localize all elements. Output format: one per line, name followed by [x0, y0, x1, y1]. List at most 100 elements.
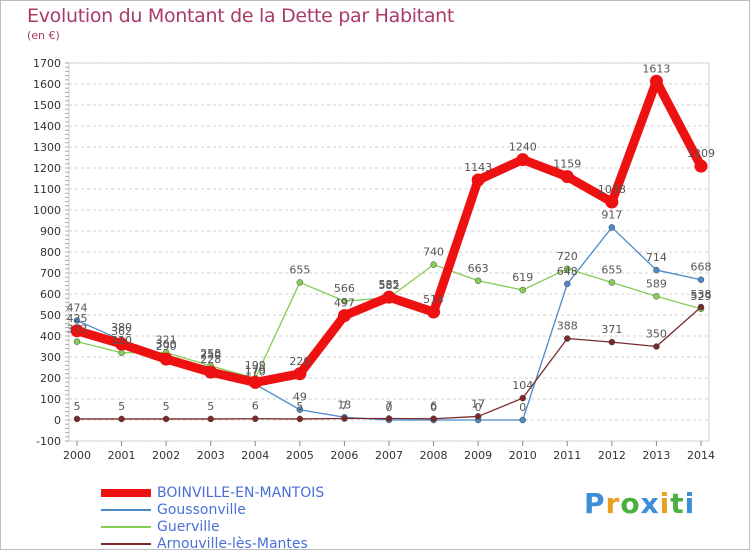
data-label: 199 [245, 359, 266, 372]
data-point [293, 367, 307, 381]
data-label: 7 [341, 400, 348, 413]
y-tick-label: 1000 [33, 204, 61, 217]
data-point [162, 415, 170, 423]
legend-swatch [101, 509, 151, 511]
legend-swatch [101, 543, 151, 545]
y-tick-label: 1200 [33, 162, 61, 175]
data-label: 585 [379, 278, 400, 291]
data-point [653, 266, 660, 274]
y-tick-label: 1500 [33, 99, 61, 112]
data-label: 514 [423, 293, 444, 306]
data-point [474, 413, 482, 420]
data-point [341, 297, 348, 305]
data-label: 425 [67, 312, 88, 325]
data-label: 6 [430, 400, 437, 413]
x-tick-label: 2005 [286, 449, 314, 462]
data-label: 104 [512, 379, 533, 392]
data-point [697, 303, 705, 311]
x-tick-label: 2013 [642, 449, 670, 462]
data-point [519, 394, 526, 402]
data-point [118, 349, 125, 357]
y-tick-label: 100 [40, 393, 61, 406]
data-label: 5 [118, 400, 125, 413]
logo-letter: i [659, 487, 671, 520]
data-point [430, 415, 437, 422]
data-point [73, 415, 81, 423]
data-point [564, 335, 571, 342]
legend-item: Goussonville [101, 502, 401, 519]
data-point [471, 173, 485, 187]
x-tick-label: 2004 [241, 449, 269, 462]
data-label: 1240 [509, 141, 537, 154]
proxiti-logo: Proxiti [584, 487, 695, 520]
data-point [649, 74, 663, 88]
data-label: 321 [156, 334, 177, 347]
data-label: 917 [601, 208, 622, 221]
data-point [385, 415, 393, 422]
x-tick-label: 2002 [152, 449, 180, 462]
data-point [605, 195, 619, 209]
logo-letter: o [620, 487, 641, 520]
data-label: 538 [691, 288, 712, 301]
legend-swatch [101, 489, 151, 497]
data-label: 250 [200, 349, 221, 362]
data-label: 170 [245, 365, 266, 378]
data-label: 5 [74, 400, 81, 413]
data-point [608, 338, 616, 346]
legend-label: Guerville [157, 519, 220, 535]
x-tick-label: 2011 [553, 449, 581, 462]
data-label: 258 [200, 347, 221, 360]
y-tick-label: 600 [40, 288, 61, 301]
data-label: 582 [379, 279, 400, 292]
data-label: 179 [245, 363, 266, 376]
data-label: 589 [646, 277, 667, 290]
legend-label: BOINVILLE-EN-MANTOIS [157, 485, 325, 501]
x-tick-label: 2000 [63, 449, 91, 462]
data-label: 380 [111, 321, 132, 334]
x-tick-label: 2009 [464, 449, 492, 462]
data-label: 0 [430, 401, 437, 414]
data-point [564, 265, 571, 273]
data-label: 320 [111, 334, 132, 347]
data-point [608, 279, 616, 286]
data-label: 290 [156, 340, 177, 353]
y-tick-label: 500 [40, 309, 61, 322]
data-label: 0 [475, 401, 482, 414]
data-point [519, 286, 526, 294]
x-tick-label: 2006 [330, 449, 358, 462]
y-tick-label: 1600 [33, 78, 61, 91]
y-tick-label: 300 [40, 351, 61, 364]
data-label: 5 [207, 400, 214, 413]
data-point [159, 352, 173, 366]
data-point [519, 416, 526, 424]
data-label: 220 [289, 355, 310, 368]
data-point [115, 337, 129, 351]
logo-letter: t [670, 487, 685, 520]
data-label: 0 [519, 401, 526, 414]
data-label: 655 [601, 263, 622, 276]
legend-label: Arnouville-lès-Mantes [157, 536, 308, 552]
data-point [252, 415, 259, 422]
data-label: 300 [156, 338, 177, 351]
data-label: 1209 [687, 147, 715, 160]
data-label: 371 [601, 323, 622, 336]
y-tick-label: 1300 [33, 141, 61, 154]
data-point [653, 343, 660, 350]
data-label: 566 [334, 282, 355, 295]
data-label: 740 [423, 246, 444, 259]
x-tick-label: 2010 [509, 449, 537, 462]
data-point [430, 261, 437, 268]
legend-item: Arnouville-lès-Mantes [101, 536, 401, 553]
data-label: 362 [111, 325, 132, 338]
legend-swatch [101, 526, 151, 528]
data-label: 5 [163, 400, 170, 413]
data-point [296, 406, 304, 413]
data-point [73, 317, 81, 324]
data-point [248, 375, 262, 389]
data-point [70, 324, 84, 338]
y-tick-label: 1700 [33, 57, 61, 70]
data-label: 5 [296, 400, 303, 413]
y-tick-label: 700 [40, 267, 61, 280]
y-tick-label: 0 [54, 414, 61, 427]
